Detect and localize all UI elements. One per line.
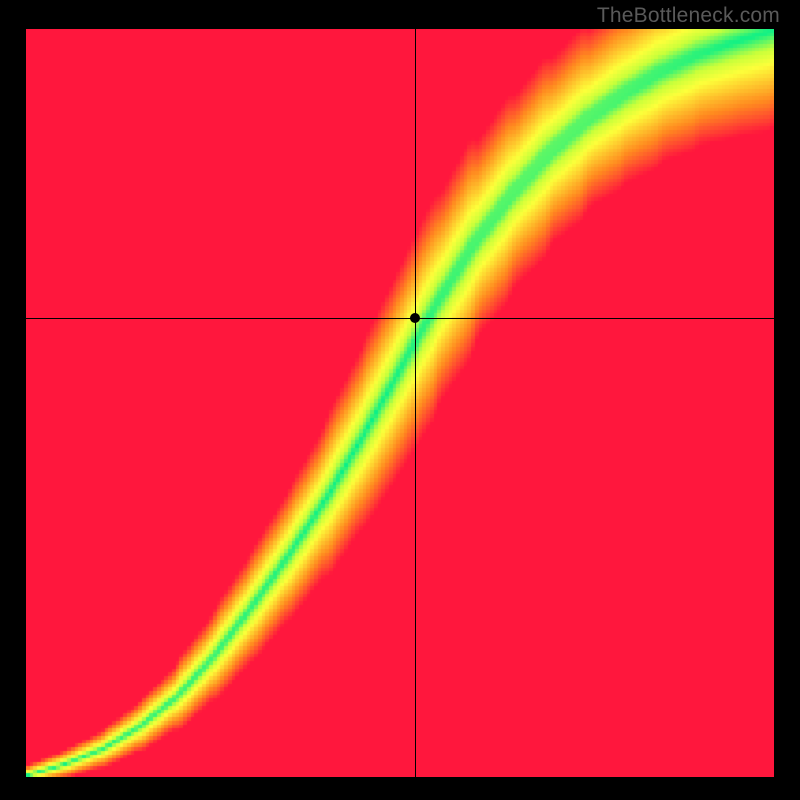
- heatmap-canvas: [26, 29, 774, 777]
- crosshair-marker-dot: [410, 313, 420, 323]
- crosshair-horizontal-line: [26, 318, 774, 319]
- watermark-text: TheBottleneck.com: [597, 4, 780, 28]
- crosshair-vertical-line: [415, 29, 416, 777]
- heatmap-plot-area: [26, 29, 774, 777]
